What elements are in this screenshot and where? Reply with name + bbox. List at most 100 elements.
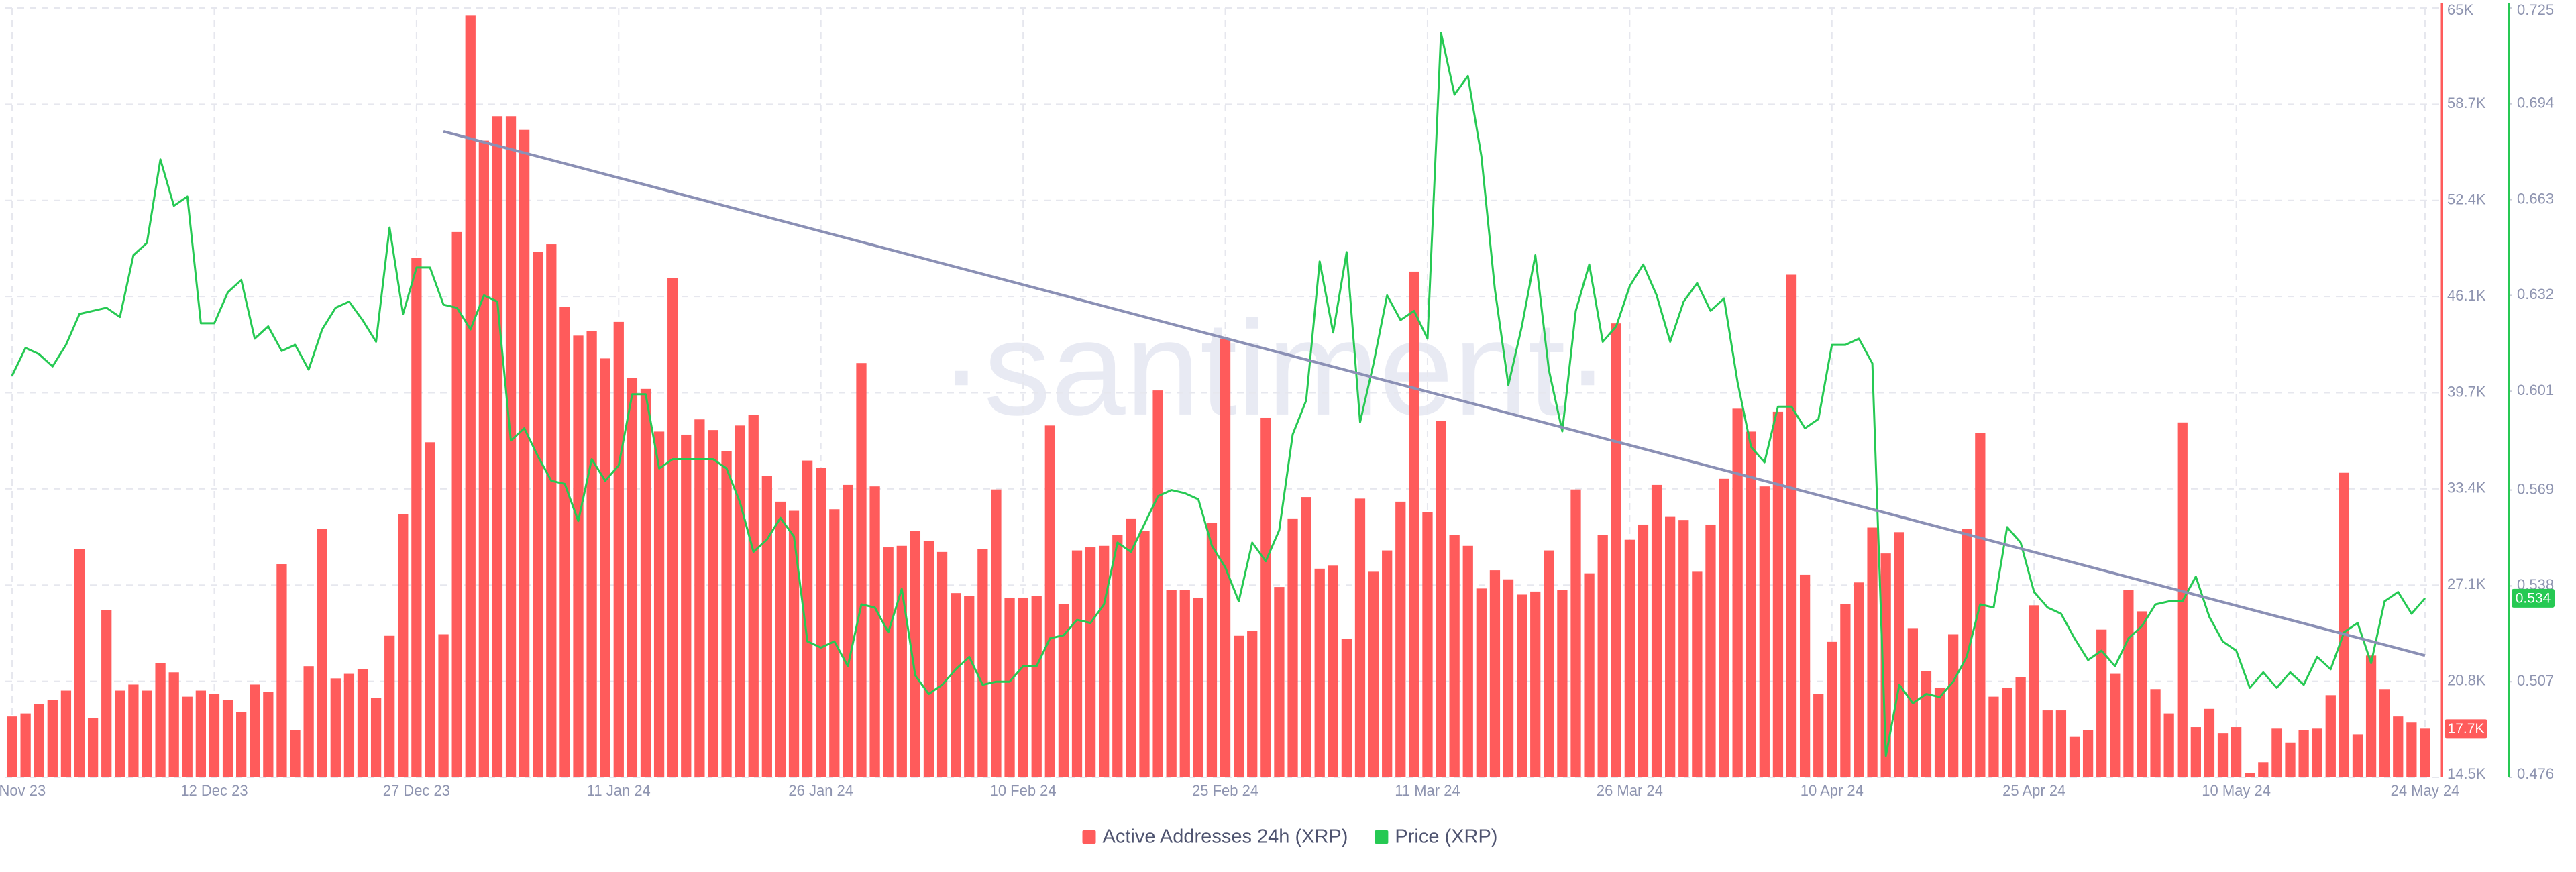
bar (1557, 590, 1568, 777)
bar (2082, 730, 2094, 777)
bar (883, 547, 894, 777)
current-value-label: 17.7K (2448, 721, 2485, 737)
price-line (11, 32, 2426, 757)
bar (1705, 524, 1716, 777)
bar (936, 551, 948, 777)
bar (694, 419, 705, 777)
bar (343, 673, 355, 777)
bar (1732, 408, 1743, 777)
bar (951, 593, 961, 777)
y2-tick-label: 0.663 (2517, 190, 2554, 207)
legend-label: Active Addresses 24h (XRP) (1103, 826, 1348, 848)
bar (1436, 421, 1446, 777)
bar (991, 489, 1002, 777)
x-tick-label: 26 Jan 24 (788, 782, 853, 799)
bar (1409, 271, 1419, 777)
x-tick-label: 24 May 24 (2391, 782, 2460, 799)
bar (20, 713, 31, 777)
bar (586, 331, 597, 777)
bar (2137, 611, 2147, 777)
bar (465, 15, 476, 777)
bar (290, 730, 301, 777)
bar (1516, 594, 1527, 777)
bar (1382, 550, 1393, 777)
bar (1328, 565, 1338, 777)
bar (195, 690, 207, 777)
bar (2312, 728, 2322, 777)
bar (1449, 535, 1460, 777)
bar (1544, 550, 1554, 777)
bar (1813, 694, 1824, 777)
bar (1314, 568, 1325, 777)
x-tick-label: 10 May 24 (2202, 782, 2271, 799)
bar (2406, 722, 2417, 777)
bar (2055, 710, 2067, 777)
bar (1368, 571, 1379, 777)
bar (2204, 708, 2215, 777)
bar (1759, 486, 1770, 777)
bar (276, 564, 287, 777)
bar (613, 321, 624, 778)
legend-swatch (1375, 830, 1389, 844)
bar (627, 378, 638, 777)
bar (2069, 736, 2080, 777)
bar (1260, 417, 1271, 777)
bar (492, 116, 503, 778)
bar (519, 129, 530, 777)
bar (1665, 516, 1676, 777)
bar (1638, 524, 1649, 777)
y-tick-label: 20.8K (2447, 671, 2486, 688)
bar (2110, 673, 2121, 777)
bar (1193, 597, 1203, 777)
bar (2217, 733, 2229, 777)
bar (384, 635, 395, 777)
bar (505, 116, 517, 778)
y-tick-label: 52.4K (2447, 191, 2486, 208)
bar (330, 678, 341, 777)
x-tick-label: 11 Mar 24 (1395, 782, 1460, 799)
bar (1004, 597, 1015, 777)
bar (1247, 631, 1258, 777)
y-tick-label: 33.4K (2447, 480, 2486, 496)
y2-tick-label: 0.569 (2517, 480, 2554, 497)
bar (2365, 655, 2377, 777)
y-tick-label: 39.7K (2447, 383, 2486, 400)
x-tick-label: 10 Apr 24 (1801, 782, 1864, 799)
bar (708, 430, 718, 777)
bar (357, 669, 368, 777)
x-tick-label: 25 Apr 24 (2002, 782, 2065, 799)
bar (2015, 677, 2026, 777)
bar (222, 700, 233, 777)
bar (1179, 590, 1190, 777)
bar (1031, 596, 1042, 777)
bar (600, 358, 610, 777)
bar (1234, 635, 1244, 777)
bar (1948, 634, 1959, 777)
bar (1988, 696, 1999, 777)
bar (856, 363, 867, 777)
bar (209, 694, 220, 777)
bar (168, 672, 179, 777)
bar (1651, 484, 1662, 777)
bar (1692, 571, 1703, 777)
bar (236, 712, 247, 777)
bar (1112, 535, 1123, 777)
bar (1772, 411, 1784, 777)
bar (1827, 641, 1837, 777)
bar (2150, 689, 2161, 777)
x-tick-label: 27 Dec 23 (383, 782, 450, 799)
bar (1058, 604, 1069, 777)
bar (802, 460, 813, 777)
y-tick-label: 27.1K (2447, 576, 2486, 592)
bar (653, 431, 665, 777)
bar (1422, 512, 1433, 777)
x-tick-label: 26 Mar 24 (1597, 782, 1663, 799)
bar (182, 696, 193, 777)
bar (1880, 553, 1891, 777)
bar (1921, 671, 1932, 777)
bar (1126, 518, 1136, 777)
bar (1570, 489, 1581, 777)
bar (155, 663, 166, 777)
bar (60, 690, 72, 777)
bar (964, 596, 975, 777)
